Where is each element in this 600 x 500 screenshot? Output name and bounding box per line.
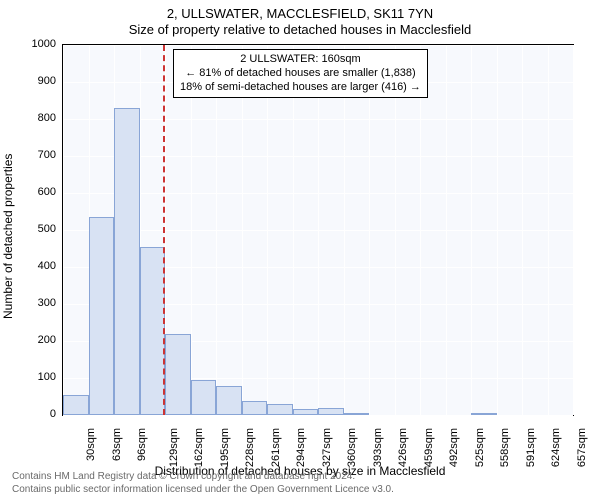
plot-area: 2 ULLSWATER: 160sqm← 81% of detached hou… <box>62 44 574 416</box>
gridline-v <box>497 45 498 415</box>
x-tick-label: 459sqm <box>423 428 435 467</box>
footer: Contains HM Land Registry data © Crown c… <box>12 471 394 496</box>
footer-line2: Contains public sector information licen… <box>12 484 394 497</box>
histogram-bar <box>89 217 115 415</box>
annotation-line: ← 81% of detached houses are smaller (1,… <box>180 67 421 81</box>
y-tick-label: 300 <box>26 297 56 309</box>
gridline-v <box>395 45 396 415</box>
histogram-bar <box>140 247 166 415</box>
gridline-v <box>267 45 268 415</box>
histogram-bar <box>344 413 370 415</box>
gridline-v <box>63 45 64 415</box>
y-tick-label: 700 <box>26 149 56 161</box>
gridline-v <box>369 45 370 415</box>
x-tick-label: 624sqm <box>550 428 562 467</box>
gridline-v <box>344 45 345 415</box>
y-tick-label: 1000 <box>26 38 56 50</box>
y-tick-label: 900 <box>26 75 56 87</box>
gridline-v <box>191 45 192 415</box>
gridline-v <box>522 45 523 415</box>
y-tick-label: 0 <box>26 408 56 420</box>
x-tick-label: 426sqm <box>397 428 409 467</box>
x-tick-label: 591sqm <box>525 428 537 467</box>
x-tick-label: 162sqm <box>193 428 205 467</box>
annotation-line: 18% of semi-detached houses are larger (… <box>180 81 421 95</box>
gridline-v <box>573 45 574 415</box>
x-tick-label: 30sqm <box>85 428 97 461</box>
x-tick-label: 558sqm <box>499 428 511 467</box>
y-tick-label: 600 <box>26 186 56 198</box>
gridline-v <box>216 45 217 415</box>
histogram-bar <box>63 395 89 415</box>
gridline-v <box>548 45 549 415</box>
histogram-bar <box>267 404 293 415</box>
x-tick-label: 492sqm <box>448 428 460 467</box>
gridline-v <box>242 45 243 415</box>
histogram-bar <box>114 108 140 415</box>
y-tick-label: 100 <box>26 371 56 383</box>
y-tick-label: 400 <box>26 260 56 272</box>
histogram-bar <box>293 409 319 415</box>
annotation-line: 2 ULLSWATER: 160sqm <box>180 53 421 67</box>
x-tick-label: 63sqm <box>111 428 123 461</box>
y-tick-label: 500 <box>26 223 56 235</box>
histogram-bar <box>318 408 344 415</box>
y-tick-label: 200 <box>26 334 56 346</box>
histogram-bar <box>242 401 268 415</box>
chart-title-main: 2, ULLSWATER, MACCLESFIELD, SK11 7YN <box>0 6 600 21</box>
gridline-v <box>420 45 421 415</box>
gridline-h <box>63 415 573 416</box>
x-tick-label: 261sqm <box>270 428 282 467</box>
histogram-bar <box>191 380 217 415</box>
highlight-line <box>163 45 165 415</box>
histogram-bar <box>216 386 242 415</box>
gridline-v <box>318 45 319 415</box>
x-tick-label: 525sqm <box>474 428 486 467</box>
x-tick-label: 96sqm <box>136 428 148 461</box>
gridline-v <box>446 45 447 415</box>
x-tick-label: 129sqm <box>168 428 180 467</box>
histogram-bar <box>165 334 191 415</box>
gridline-v <box>293 45 294 415</box>
chart-title-sub: Size of property relative to detached ho… <box>0 22 600 37</box>
histogram-bar <box>471 413 497 415</box>
x-tick-label: 657sqm <box>576 428 588 467</box>
x-tick-label: 195sqm <box>219 428 231 467</box>
x-tick-label: 393sqm <box>372 428 384 467</box>
footer-line1: Contains HM Land Registry data © Crown c… <box>12 471 394 484</box>
gridline-v <box>471 45 472 415</box>
x-tick-label: 228sqm <box>244 428 256 467</box>
x-tick-label: 327sqm <box>321 428 333 467</box>
x-tick-label: 294sqm <box>295 428 307 467</box>
y-tick-label: 800 <box>26 112 56 124</box>
y-axis-label: Number of detached properties <box>1 154 15 319</box>
annotation-box: 2 ULLSWATER: 160sqm← 81% of detached hou… <box>173 49 428 98</box>
x-tick-label: 360sqm <box>346 428 358 467</box>
